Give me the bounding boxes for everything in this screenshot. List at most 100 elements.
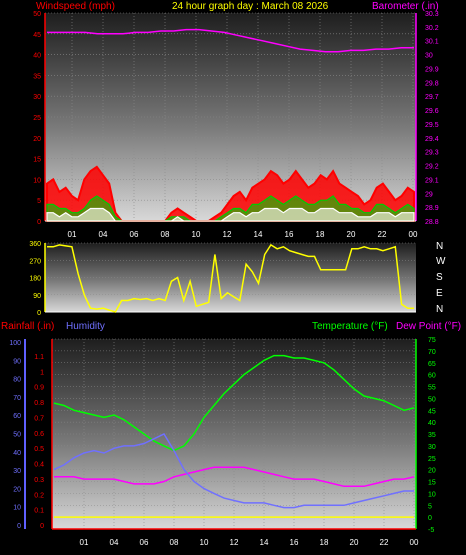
- windspeed-tick-label: 25: [33, 115, 41, 122]
- x-tick-label: 10: [192, 230, 201, 239]
- series-temperature: [53, 354, 415, 452]
- barometer-tick-label: 29.4: [425, 136, 439, 143]
- x-tick-label: 06: [140, 538, 149, 547]
- windspeed-tick-label: 50: [33, 11, 41, 18]
- x-tick-label: 18: [316, 230, 325, 239]
- x-tick-label: 12: [223, 230, 232, 239]
- grid-lines: [24, 12, 417, 530]
- rainfall-tick-label: 0.7: [34, 415, 44, 422]
- temperature-tick-label: 60: [428, 373, 436, 380]
- humidity-tick-label: 50: [13, 432, 21, 439]
- series-humidity: [53, 433, 414, 509]
- barometer-tick-label: 29.2: [425, 164, 439, 171]
- barometer-tick-label: 30: [425, 53, 433, 60]
- rainfall-tick-label: 0.1: [34, 508, 44, 515]
- x-tick-label: 14: [254, 230, 263, 239]
- humidity-axis-label: Humidity: [66, 321, 105, 332]
- humidity-tick-label: 30: [13, 468, 21, 475]
- windspeed-axis-label: Windspeed (mph): [36, 1, 115, 12]
- windspeed-tick-label: 40: [33, 53, 41, 60]
- compass-label-s: S: [436, 272, 443, 283]
- temperature-tick-label: 55: [428, 385, 436, 392]
- temperature-tick-label: -5: [428, 527, 434, 534]
- x-tick-label: 04: [99, 230, 108, 239]
- windspeed-tick-label: 5: [37, 198, 41, 205]
- barometer-tick-label: 28.8: [425, 219, 439, 226]
- temperature-tick-label: 30: [428, 444, 436, 451]
- x-tick-label: 04: [110, 538, 119, 547]
- windspeed-tick-label: 45: [33, 32, 41, 39]
- direction-tick-label: 180: [29, 276, 41, 283]
- compass-label-w: W: [436, 256, 446, 267]
- x-tick-label: 06: [130, 230, 139, 239]
- tick-labels: 0510152025303540455028.828.92929.129.229…: [9, 11, 438, 547]
- compass-label-n-bottom: N: [436, 304, 443, 315]
- rainfall-tick-label: 0.9: [34, 385, 44, 392]
- direction-tick-label: 90: [33, 293, 41, 300]
- x-tick-label: 20: [350, 538, 359, 547]
- x-tick-label: 01: [80, 538, 89, 547]
- direction-tick-label: 270: [29, 258, 41, 265]
- x-tick-label: 14: [260, 538, 269, 547]
- x-tick-label: 20: [347, 230, 356, 239]
- rainfall-tick-label: 0: [40, 523, 44, 530]
- temperature-tick-label: 75: [428, 337, 436, 344]
- temperature-tick-label: 15: [428, 480, 436, 487]
- rainfall-tick-label: 0.8: [34, 400, 44, 407]
- series-barometer: [47, 28, 414, 53]
- barometer-tick-label: 29.7: [425, 94, 439, 101]
- barometer-tick-label: 30.2: [425, 25, 439, 32]
- humidity-tick-label: 80: [13, 377, 21, 384]
- rainfall-tick-label: 0.2: [34, 492, 44, 499]
- x-tick-label: 10: [200, 538, 209, 547]
- chart-title: 24 hour graph day : March 08 2026: [172, 1, 329, 12]
- humidity-tick-label: 0: [17, 523, 21, 530]
- rainfall-tick-label: 0.6: [34, 431, 44, 438]
- temperature-tick-label: 20: [428, 468, 436, 475]
- humidity-tick-label: 10: [13, 505, 21, 512]
- temperature-tick-label: 0: [428, 515, 432, 522]
- barometer-tick-label: 29.1: [425, 177, 439, 184]
- windspeed-tick-label: 35: [33, 73, 41, 80]
- x-tick-label: 00: [410, 538, 419, 547]
- rainfall-tick-label: 0.4: [34, 462, 44, 469]
- x-tick-label: 00: [409, 230, 418, 239]
- humidity-tick-label: 60: [13, 413, 21, 420]
- barometer-tick-label: 29.3: [425, 150, 439, 157]
- series-wind-direction: [47, 243, 414, 313]
- x-tick-label: 18: [320, 538, 329, 547]
- temperature-tick-label: 50: [428, 396, 436, 403]
- barometer-tick-label: 30.1: [425, 39, 439, 46]
- x-tick-label: 08: [170, 538, 179, 547]
- temperature-tick-label: 70: [428, 349, 436, 356]
- windspeed-tick-label: 20: [33, 136, 41, 143]
- temperature-tick-label: 45: [428, 408, 436, 415]
- compass-label-n-top: N: [436, 241, 443, 252]
- barometer-tick-label: 29.5: [425, 122, 439, 129]
- temperature-tick-label: 25: [428, 456, 436, 463]
- series-dew-point: [54, 466, 415, 488]
- temperature-tick-label: 40: [428, 420, 436, 427]
- temperature-tick-label: 10: [428, 491, 436, 498]
- x-tick-label: 22: [378, 230, 387, 239]
- x-tick-label: 08: [161, 230, 170, 239]
- windspeed-tick-label: 10: [33, 177, 41, 184]
- humidity-tick-label: 70: [13, 395, 21, 402]
- barometer-tick-label: 29.9: [425, 66, 439, 73]
- barometer-tick-label: 28.9: [425, 205, 439, 212]
- barometer-tick-label: 29: [425, 191, 433, 198]
- barometer-tick-label: 29.8: [425, 80, 439, 87]
- temperature-axis-label: Temperature (°F): [312, 321, 388, 332]
- x-tick-label: 01: [68, 230, 77, 239]
- barometer-axis-label: Barometer (.in): [372, 1, 439, 12]
- barometer-tick-label: 30.3: [425, 11, 439, 18]
- rainfall-tick-label: 1: [40, 369, 44, 376]
- rainfall-axis-label: Rainfall (.in): [1, 321, 54, 332]
- x-tick-label: 12: [230, 538, 239, 547]
- rainfall-tick-label: 0.3: [34, 477, 44, 484]
- x-tick-label: 16: [290, 538, 299, 547]
- rainfall-tick-label: 1.1: [34, 354, 44, 361]
- temperature-tick-label: 35: [428, 432, 436, 439]
